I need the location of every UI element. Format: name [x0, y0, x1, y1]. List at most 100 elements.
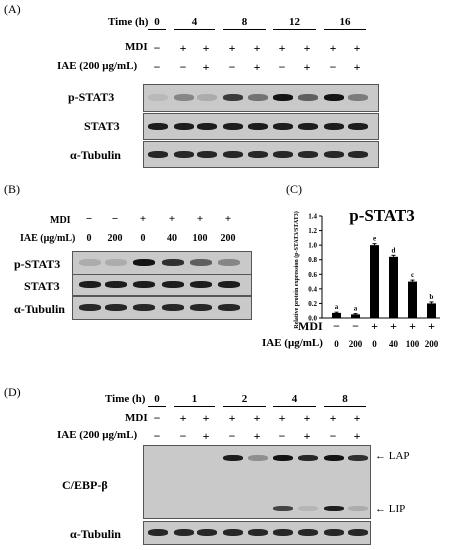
panel-d-lap-band	[348, 455, 368, 461]
panel-a-iae-sign-2: +	[202, 60, 210, 74]
panel-a-blot-stat3	[143, 113, 379, 140]
panel-d-mdi-sign-4: +	[253, 411, 261, 425]
panel-b-iae-value-0: 0	[86, 233, 92, 244]
panel-a-pstat3-band	[223, 94, 243, 101]
panel-d-tubulin-band	[197, 529, 217, 536]
panel-a-stat3-band	[324, 123, 344, 130]
panel-c-iae-label: IAE (μg/mL)	[262, 337, 323, 349]
panel-a-time-2: 8	[241, 16, 248, 28]
panel-b-pstat3-band	[162, 259, 184, 266]
panel-b-pstat3-band	[105, 259, 127, 266]
panel-b-row-pstat3: p-STAT3	[14, 257, 61, 271]
panel-a-mdi-sign-2: +	[202, 41, 210, 55]
chart-significance-letter: c	[411, 271, 414, 279]
chart-y-axis-label: Relative protein expression (p-STAT3/STA…	[293, 211, 300, 329]
panel-b-iae-value-3: 40	[167, 233, 177, 244]
panel-a-stat3-band	[248, 123, 268, 130]
panel-a-time-0: 0	[154, 16, 160, 28]
chart-y-tick-label: 1.2	[308, 227, 317, 235]
panel-d-lip-band	[298, 506, 318, 511]
panel-a-mdi-sign-7: +	[329, 41, 337, 55]
panel-c-mdi-sign-0: −	[333, 319, 340, 333]
chart-y-tick-label: 0.0	[308, 315, 317, 323]
panel-d-lap-band	[324, 455, 344, 461]
panel-b-stat3-band	[218, 281, 240, 288]
panel-b-iae-value-5: 200	[220, 233, 236, 244]
panel-b-mdi-sign-4: +	[196, 213, 204, 225]
panel-a-tubulin-band	[273, 151, 293, 158]
panel-c-mdi-label: MDI	[298, 319, 323, 333]
panel-d-mdi-label: MDI	[125, 412, 148, 424]
panel-d-time-label: Time (h)	[105, 393, 146, 405]
panel-b-blot-pstat3	[72, 251, 252, 275]
panel-d-mdi-sign-5: +	[278, 411, 286, 425]
panel-d-mdi-sign-1: +	[179, 411, 187, 425]
panel-a-tubulin-band	[148, 151, 168, 158]
panel-d-lap-band	[223, 455, 243, 461]
panel-b-stat3-band	[190, 281, 212, 288]
panel-a-mdi-sign-8: +	[353, 41, 361, 55]
panel-b-mdi-sign-5: +	[224, 213, 232, 225]
panel-d-tubulin-band	[223, 529, 243, 536]
panel-d-mdi-sign-7: +	[329, 411, 337, 425]
panel-c-iae-value-2: 0	[372, 339, 377, 349]
panel-a-time-3: 12	[289, 16, 300, 28]
panel-d-tubulin-band	[273, 529, 293, 536]
panel-a-stat3-band	[174, 123, 194, 130]
panel-b-tubulin-band	[133, 304, 155, 311]
panel-b-pstat3-band	[79, 259, 101, 266]
panel-b-pstat3-band	[190, 259, 212, 266]
chart-significance-letter: e	[373, 235, 376, 243]
panel-c-iae-value-5: 200	[424, 339, 439, 349]
panel-a-blot-pstat3	[143, 84, 379, 112]
panel-a-pstat3-band	[248, 94, 268, 101]
panel-b-mdi-sign-0: −	[85, 213, 93, 225]
panel-a-stat3-band	[197, 123, 217, 130]
panel-a-time-underline	[324, 29, 366, 30]
panel-b-mdi-sign-2: +	[139, 213, 147, 225]
panel-d-lap-band	[248, 455, 268, 461]
chart-significance-letter: a	[335, 303, 339, 311]
panel-d-tubulin-band	[248, 529, 268, 536]
panel-d-tubulin-band	[174, 529, 194, 536]
panel-a-row-stat3: STAT3	[84, 119, 120, 133]
panel-c-iae-value-0: 0	[334, 339, 339, 349]
panel-b-stat3-band	[133, 281, 155, 288]
panel-d-lap-band	[298, 455, 318, 461]
panel-a-stat3-band	[148, 123, 168, 130]
panel-a-pstat3-band	[298, 94, 318, 101]
chart-bar	[427, 303, 436, 318]
panel-a-time-1: 4	[191, 16, 198, 28]
panel-d-iae-label: IAE (200 μg/mL)	[57, 429, 138, 441]
panel-d-row-tubulin: α-Tubulin	[70, 527, 121, 541]
panel-a-iae-sign-0: −	[153, 60, 161, 74]
chart-y-tick-label: 1.4	[308, 213, 317, 221]
panel-b-iae-label: IAE (μg/mL)	[20, 233, 76, 244]
panel-a-row-pstat3: p-STAT3	[68, 90, 115, 104]
panel-b-tubulin-band	[190, 304, 212, 311]
panel-d-blot-tubulin	[143, 521, 371, 545]
panel-d-lip-band	[348, 506, 368, 511]
panel-a-pstat3-band	[348, 94, 368, 101]
panel-a-time-label: Time (h)	[108, 16, 149, 28]
panel-d-time-4: 8	[342, 393, 348, 405]
panel-a-stat3-band	[348, 123, 368, 130]
panel-a-blot-tubulin	[143, 141, 379, 168]
panel-a-iae-sign-6: +	[303, 60, 311, 74]
panel-d-iae-sign-8: +	[353, 429, 361, 443]
lip-label: ← LIP	[375, 503, 406, 515]
panel-a-stat3-band	[223, 123, 243, 130]
panel-d-mdi-sign-0: −	[153, 411, 161, 425]
chart-y-tick-label: 0.4	[308, 285, 317, 293]
panel-d-letter: (D)	[4, 385, 21, 399]
panel-a-mdi-sign-5: +	[278, 41, 286, 55]
panel-d-iae-sign-3: −	[228, 429, 236, 443]
panel-a-stat3-band	[273, 123, 293, 130]
panel-a-mdi-sign-3: +	[228, 41, 236, 55]
panel-d-row-cebpb: C/EBP-β	[62, 478, 108, 492]
chart-y-tick-label: 0.6	[308, 271, 317, 279]
chart-y-tick-label: 1.0	[308, 242, 317, 250]
chart-significance-letter: b	[430, 293, 434, 301]
panel-a-iae-label: IAE (200 μg/mL)	[57, 60, 138, 72]
panel-b-tubulin-band	[162, 304, 184, 311]
